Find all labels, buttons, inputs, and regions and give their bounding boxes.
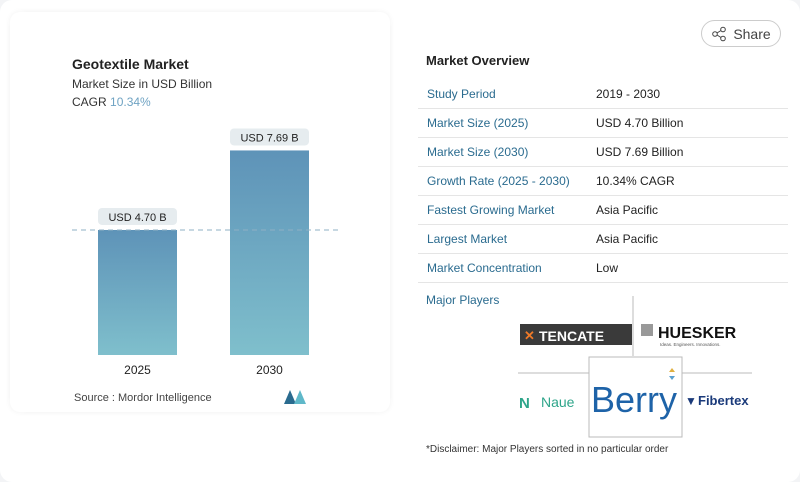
chart-title: Geotextile Market — [72, 56, 189, 72]
overview-key: Study Period — [427, 87, 496, 101]
overview-key: Largest Market — [427, 232, 508, 246]
overview-value: USD 4.70 Billion — [596, 116, 684, 130]
cagr: CAGR 10.34% — [72, 95, 151, 109]
svg-text:TENCATE: TENCATE — [539, 328, 604, 344]
overview-value: Asia Pacific — [596, 232, 659, 246]
svg-text:Naue: Naue — [541, 394, 575, 410]
overview-value: 10.34% CAGR — [596, 174, 675, 188]
svg-text:Ideas. Engineers. Innovations.: Ideas. Engineers. Innovations. — [660, 342, 721, 347]
overview-value: Asia Pacific — [596, 203, 659, 217]
overview-key: Growth Rate (2025 - 2030) — [427, 174, 570, 188]
naue-logo: N Naue — [519, 394, 575, 412]
svg-text:HUESKER: HUESKER — [658, 325, 737, 342]
data-label-bg — [230, 128, 309, 146]
svg-text:▼: ▼ — [685, 394, 697, 408]
share-icon — [712, 26, 727, 41]
overview-row: Study Period 2019 - 2030 — [418, 80, 788, 109]
overview-row: Market Size (2030) USD 7.69 Billion — [418, 138, 788, 167]
fibertex-logo: ▼ Fibertex — [685, 393, 749, 408]
overview-key: Market Size (2030) — [427, 145, 529, 159]
share-label: Share — [733, 25, 771, 42]
svg-text:Berry: Berry — [591, 379, 677, 420]
svg-text:✕: ✕ — [524, 328, 535, 343]
x-tick-label: 2030 — [256, 363, 283, 377]
bar-2030 — [230, 150, 309, 355]
data-label: USD 4.70 B — [108, 212, 166, 224]
overview-row: Market Size (2025) USD 4.70 Billion — [418, 109, 788, 138]
overview-value: 2019 - 2030 — [596, 87, 661, 101]
berry-logo: Berry — [591, 368, 677, 420]
svg-text:N: N — [519, 395, 530, 412]
overview-row: Fastest Growing Market Asia Pacific — [418, 196, 788, 225]
overview-key: Fastest Growing Market — [427, 203, 555, 217]
chart-subtitle: Market Size in USD Billion — [72, 77, 213, 91]
overview-key: Market Concentration — [427, 261, 542, 275]
data-label: USD 7.69 B — [240, 132, 298, 144]
svg-text:Fibertex: Fibertex — [698, 393, 749, 408]
overview-row: Growth Rate (2025 - 2030) 10.34% CAGR — [418, 167, 788, 196]
source: Source : Mordor Intelligence — [74, 392, 212, 404]
share-button[interactable]: Share — [701, 20, 781, 47]
disclaimer: *Disclaimer: Major Players sorted in no … — [426, 444, 669, 455]
overview-row: Market Concentration Low — [418, 254, 788, 283]
tencate-logo: ✕ TENCATE — [520, 324, 632, 345]
cagr-label: CAGR — [72, 95, 107, 109]
major-players-label: Major Players — [426, 293, 500, 307]
overview-value: USD 7.69 Billion — [596, 145, 684, 159]
overview-value: Low — [596, 261, 619, 275]
chart-panel — [10, 12, 390, 412]
bar-2025 — [98, 229, 177, 355]
cagr-value: 10.34% — [110, 95, 151, 109]
overview-key: Market Size (2025) — [427, 116, 529, 130]
overview-title: Market Overview — [426, 53, 530, 68]
overview-row: Largest Market Asia Pacific — [418, 225, 788, 254]
x-tick-label: 2025 — [124, 363, 151, 377]
mordor-logo-icon — [284, 390, 306, 404]
data-label-bg — [98, 207, 177, 225]
